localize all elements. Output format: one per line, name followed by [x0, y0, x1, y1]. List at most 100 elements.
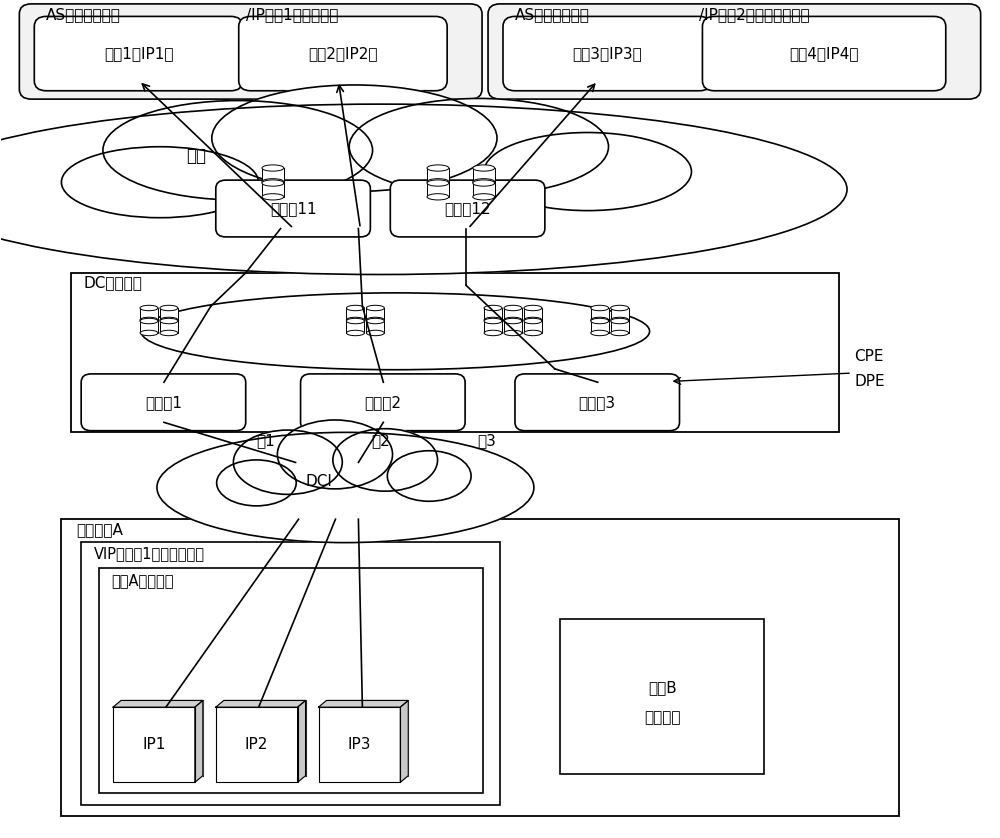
Ellipse shape: [473, 194, 495, 200]
Ellipse shape: [366, 330, 384, 336]
Ellipse shape: [160, 318, 178, 323]
Ellipse shape: [277, 420, 393, 489]
Ellipse shape: [484, 318, 502, 323]
Text: VIP租户组1（金牌客户）: VIP租户组1（金牌客户）: [94, 546, 205, 561]
Ellipse shape: [212, 85, 497, 191]
Text: 路由奧12: 路由奧12: [444, 201, 491, 216]
Ellipse shape: [427, 180, 449, 186]
Ellipse shape: [0, 104, 847, 275]
Ellipse shape: [504, 318, 522, 323]
Ellipse shape: [262, 165, 284, 171]
Ellipse shape: [524, 318, 542, 323]
FancyBboxPatch shape: [34, 17, 243, 91]
Ellipse shape: [484, 132, 691, 210]
Ellipse shape: [217, 460, 296, 506]
Text: /IP网捴1（罗湖区）: /IP网捴1（罗湖区）: [246, 8, 338, 23]
Bar: [216, 707, 298, 783]
Bar: [326, 701, 408, 776]
Bar: [262, 182, 284, 197]
Ellipse shape: [504, 305, 522, 311]
Bar: [160, 308, 178, 321]
Bar: [484, 320, 502, 333]
Ellipse shape: [484, 305, 502, 311]
Text: 流3: 流3: [478, 433, 496, 448]
Ellipse shape: [262, 178, 284, 185]
FancyBboxPatch shape: [19, 4, 482, 99]
Ellipse shape: [366, 318, 384, 323]
Ellipse shape: [473, 165, 495, 171]
Bar: [560, 619, 764, 774]
Ellipse shape: [504, 318, 522, 323]
Ellipse shape: [61, 147, 258, 218]
Ellipse shape: [103, 101, 373, 200]
FancyBboxPatch shape: [239, 17, 447, 91]
Ellipse shape: [427, 165, 449, 171]
Text: 客户1（IP1）: 客户1（IP1）: [104, 46, 173, 61]
Polygon shape: [400, 701, 408, 783]
Text: AS组（广东省）: AS组（广东省）: [46, 8, 121, 23]
FancyBboxPatch shape: [702, 17, 946, 91]
Ellipse shape: [427, 194, 449, 200]
Text: （百度）: （百度）: [644, 710, 681, 725]
Text: 路由奨2: 路由奨2: [364, 395, 401, 410]
FancyBboxPatch shape: [503, 17, 711, 91]
Text: 租户B: 租户B: [648, 680, 677, 696]
Ellipse shape: [346, 318, 364, 323]
Ellipse shape: [591, 318, 609, 323]
Bar: [140, 320, 158, 333]
FancyBboxPatch shape: [216, 180, 370, 237]
Text: IP3: IP3: [348, 737, 371, 753]
Text: 流1: 流1: [256, 433, 275, 448]
Bar: [61, 520, 899, 815]
Bar: [319, 707, 400, 783]
Ellipse shape: [140, 305, 158, 311]
Ellipse shape: [366, 305, 384, 311]
Ellipse shape: [233, 430, 342, 494]
Bar: [611, 320, 629, 333]
Bar: [81, 542, 500, 804]
FancyBboxPatch shape: [488, 4, 981, 99]
Polygon shape: [195, 701, 203, 783]
Ellipse shape: [262, 194, 284, 200]
Text: IP1: IP1: [142, 737, 166, 753]
Bar: [113, 707, 195, 783]
Bar: [611, 308, 629, 321]
Polygon shape: [113, 701, 203, 707]
Bar: [524, 308, 542, 321]
Ellipse shape: [333, 429, 438, 491]
Ellipse shape: [346, 305, 364, 311]
Text: 路由奨3: 路由奨3: [579, 395, 616, 410]
Ellipse shape: [473, 180, 495, 186]
Ellipse shape: [524, 305, 542, 311]
Text: CPE: CPE: [854, 349, 884, 364]
Ellipse shape: [484, 330, 502, 336]
Ellipse shape: [346, 318, 364, 323]
Text: /IP网捴2（长春绿园区）: /IP网捴2（长春绿园区）: [699, 8, 810, 23]
Bar: [504, 320, 522, 333]
Ellipse shape: [427, 178, 449, 185]
Text: 接入机房A: 接入机房A: [76, 523, 123, 537]
Ellipse shape: [160, 330, 178, 336]
Ellipse shape: [140, 318, 158, 323]
Bar: [366, 308, 384, 321]
Text: 路由奨1: 路由奨1: [145, 395, 182, 410]
Ellipse shape: [591, 305, 609, 311]
Text: DC出口机房: DC出口机房: [83, 276, 142, 290]
Bar: [473, 182, 495, 197]
Ellipse shape: [140, 330, 158, 336]
Ellipse shape: [611, 318, 629, 323]
Text: 客户4（IP4）: 客户4（IP4）: [789, 46, 859, 61]
Text: DPE: DPE: [854, 374, 885, 389]
Bar: [427, 168, 449, 183]
Ellipse shape: [366, 318, 384, 323]
Bar: [224, 701, 306, 776]
Bar: [346, 320, 364, 333]
Text: 租户A（腾讯）: 租户A（腾讯）: [111, 572, 174, 587]
Bar: [140, 308, 158, 321]
Text: 客户3（IP3）: 客户3（IP3）: [572, 46, 642, 61]
Ellipse shape: [484, 318, 502, 323]
Ellipse shape: [346, 330, 364, 336]
Bar: [427, 182, 449, 197]
Ellipse shape: [591, 318, 609, 323]
Bar: [121, 701, 203, 776]
